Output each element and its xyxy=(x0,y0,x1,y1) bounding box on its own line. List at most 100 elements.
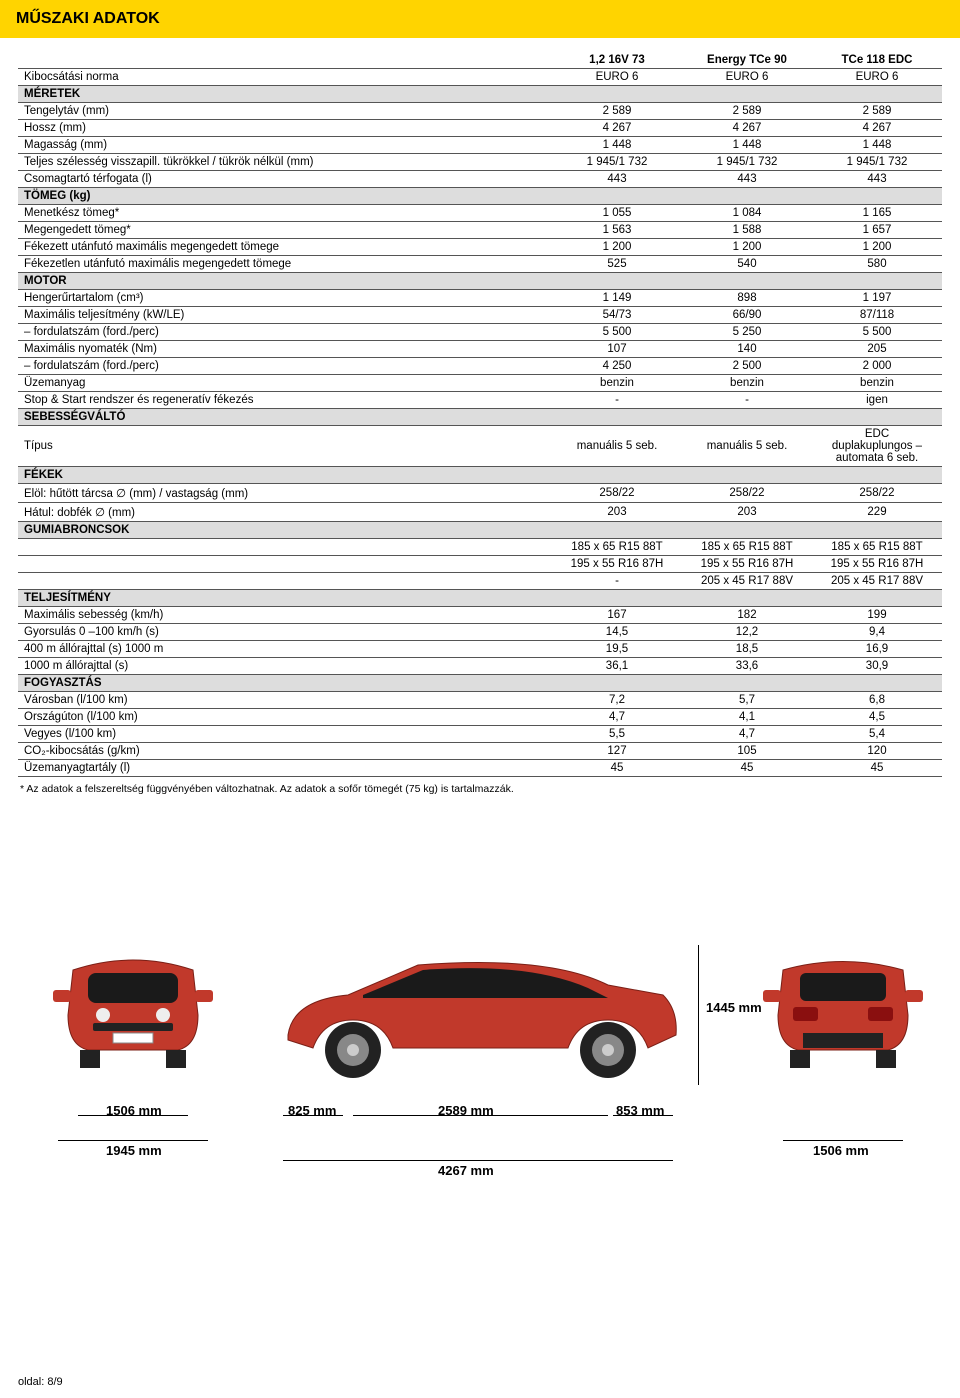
row-label: Maximális sebesség (km/h) xyxy=(18,607,552,624)
car-side-view xyxy=(268,940,688,1090)
row-value: 203 xyxy=(682,503,812,522)
row-value: EURO 6 xyxy=(682,69,812,86)
row-value: benzin xyxy=(812,375,942,392)
row-value: 1 563 xyxy=(552,222,682,239)
car-diagrams: 1506 mm 1945 mm 825 mm 2589 mm 853 mm 42… xyxy=(18,885,942,1245)
row-value: 205 x 45 R17 88V xyxy=(812,573,942,590)
row-label: – fordulatszám (ford./perc) xyxy=(18,358,552,375)
dim-side-front-overhang: 825 mm xyxy=(288,1103,336,1118)
row-value: 1 200 xyxy=(682,239,812,256)
row-value: igen xyxy=(812,392,942,409)
row-value: 4 267 xyxy=(812,120,942,137)
row-label xyxy=(18,52,552,69)
row-value: 258/22 xyxy=(682,484,812,503)
row-value: 4,5 xyxy=(812,709,942,726)
row-value: 19,5 xyxy=(552,641,682,658)
row-value: Energy TCe 90 xyxy=(682,52,812,69)
row-label xyxy=(18,556,552,573)
section-header: SEBESSÉGVÁLTÓ xyxy=(18,409,942,426)
row-value: 185 x 65 R15 88T xyxy=(812,539,942,556)
row-value: 1 945/1 732 xyxy=(552,154,682,171)
row-value: 9,4 xyxy=(812,624,942,641)
row-value: 580 xyxy=(812,256,942,273)
row-label: Fékezetlen utánfutó maximális megengedet… xyxy=(18,256,552,273)
row-label: Hossz (mm) xyxy=(18,120,552,137)
row-value: 45 xyxy=(682,760,812,777)
row-value: 5 500 xyxy=(812,324,942,341)
row-label: Maximális teljesítmény (kW/LE) xyxy=(18,307,552,324)
section-header: TÖMEG (kg) xyxy=(18,188,942,205)
dim-side-wheelbase: 2589 mm xyxy=(438,1103,494,1118)
row-label: Maximális nyomaték (Nm) xyxy=(18,341,552,358)
row-label: Gyorsulás 0 –100 km/h (s) xyxy=(18,624,552,641)
row-value: 36,1 xyxy=(552,658,682,675)
row-value: 54/73 xyxy=(552,307,682,324)
row-label: Elöl: hűtött tárcsa ∅ (mm) / vastagság (… xyxy=(18,484,552,503)
row-value: 1 165 xyxy=(812,205,942,222)
row-value: 18,5 xyxy=(682,641,812,658)
row-value: 2 500 xyxy=(682,358,812,375)
row-value: 205 x 45 R17 88V xyxy=(682,573,812,590)
row-value: 258/22 xyxy=(552,484,682,503)
row-value: 525 xyxy=(552,256,682,273)
row-value: 443 xyxy=(682,171,812,188)
row-value: 6,8 xyxy=(812,692,942,709)
row-value: 140 xyxy=(682,341,812,358)
row-value: 2 589 xyxy=(812,103,942,120)
page-number: oldal: 8/9 xyxy=(18,1376,63,1388)
row-value: TCe 118 EDC xyxy=(812,52,942,69)
row-value: benzin xyxy=(552,375,682,392)
row-value: 1 448 xyxy=(812,137,942,154)
row-value: 195 x 55 R16 87H xyxy=(812,556,942,573)
row-value: 443 xyxy=(812,171,942,188)
dim-side-rear-overhang: 853 mm xyxy=(616,1103,664,1118)
row-value: 127 xyxy=(552,743,682,760)
row-value: 185 x 65 R15 88T xyxy=(682,539,812,556)
row-label: Városban (l/100 km) xyxy=(18,692,552,709)
row-label: Csomagtartó térfogata (l) xyxy=(18,171,552,188)
dim-side-total: 4267 mm xyxy=(438,1163,494,1178)
row-value: 898 xyxy=(682,290,812,307)
row-value: 2 589 xyxy=(682,103,812,120)
row-label: Megengedett tömeg* xyxy=(18,222,552,239)
row-value: 229 xyxy=(812,503,942,522)
spec-table: 1,2 16V 73Energy TCe 90TCe 118 EDCKibocs… xyxy=(18,52,942,777)
row-label xyxy=(18,539,552,556)
row-value: 4 250 xyxy=(552,358,682,375)
row-value: 540 xyxy=(682,256,812,273)
row-value: 4,7 xyxy=(682,726,812,743)
row-value: 45 xyxy=(552,760,682,777)
row-label: Tengelytáv (mm) xyxy=(18,103,552,120)
row-value: EDC duplakuplungos – automata 6 seb. xyxy=(812,426,942,467)
row-value: 195 x 55 R16 87H xyxy=(682,556,812,573)
row-value: 182 xyxy=(682,607,812,624)
row-value: 1 200 xyxy=(812,239,942,256)
car-front-view xyxy=(48,945,218,1085)
row-value: manuális 5 seb. xyxy=(552,426,682,467)
row-value: 443 xyxy=(552,171,682,188)
row-value: 5,7 xyxy=(682,692,812,709)
row-value: 185 x 65 R15 88T xyxy=(552,539,682,556)
row-label: Országúton (l/100 km) xyxy=(18,709,552,726)
row-label: 400 m állórajttal (s) 1000 m xyxy=(18,641,552,658)
row-value: 167 xyxy=(552,607,682,624)
row-value: 5,5 xyxy=(552,726,682,743)
section-header: TELJESÍTMÉNY xyxy=(18,590,942,607)
row-label: Hátul: dobfék ∅ (mm) xyxy=(18,503,552,522)
row-value: 1 197 xyxy=(812,290,942,307)
row-label: Teljes szélesség visszapill. tükrökkel /… xyxy=(18,154,552,171)
row-value: benzin xyxy=(682,375,812,392)
row-value: 87/118 xyxy=(812,307,942,324)
dim-front-track: 1506 mm xyxy=(106,1103,162,1118)
row-label: 1000 m állórajttal (s) xyxy=(18,658,552,675)
row-value: 1 945/1 732 xyxy=(682,154,812,171)
row-value: 66/90 xyxy=(682,307,812,324)
row-value: 1 448 xyxy=(682,137,812,154)
row-value: - xyxy=(552,573,682,590)
row-value: 1 657 xyxy=(812,222,942,239)
row-value: 2 000 xyxy=(812,358,942,375)
page-title: MŰSZAKI ADATOK xyxy=(0,0,960,38)
row-value: 1 448 xyxy=(552,137,682,154)
dim-rear-width: 1506 mm xyxy=(813,1143,869,1158)
footnote: * Az adatok a felszereltség függvényében… xyxy=(18,777,942,795)
